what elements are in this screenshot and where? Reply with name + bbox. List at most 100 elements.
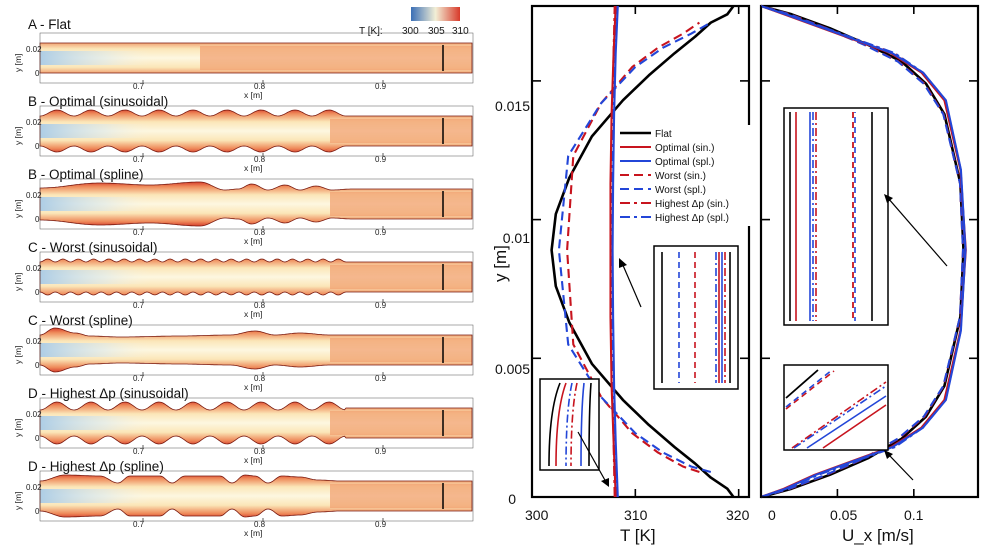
- ylabel: y [m]: [13, 200, 23, 218]
- inlet-cool-zone: [40, 489, 150, 503]
- zoom-inset-bottom-velocity: [783, 364, 889, 451]
- xtick-320: 320: [726, 507, 750, 523]
- ytick-0: 0: [35, 361, 40, 370]
- xlabel: x [m]: [244, 163, 262, 173]
- inlet-cool-zone: [40, 343, 150, 357]
- panel-worst-spline: C - Worst (spline) 0.02 0 y [m] 0.7 0.8 …: [13, 313, 474, 392]
- velocity-curves: [760, 4, 967, 499]
- xtick-09: 0.9: [375, 374, 387, 383]
- inset-curve-optimal-spl: [806, 395, 887, 449]
- channel-wall-outline: [39, 181, 473, 227]
- ytick-002: 0.02: [26, 118, 42, 127]
- xtick-08: 0.8: [254, 155, 266, 164]
- channel-field-worst-sinusoidal: [39, 251, 474, 303]
- channel-wall-outline: [39, 327, 473, 373]
- legend: Flat Optimal (sin.) Optimal (spl.) Worst…: [617, 125, 772, 226]
- xtick-0: 0: [768, 507, 776, 523]
- panel-title-worst-spline: C - Worst (spline): [28, 313, 133, 328]
- channel-axes-frame: [39, 470, 474, 522]
- inset-curve-flat: [548, 382, 561, 467]
- ytick-002: 0.02: [26, 410, 42, 419]
- channel-axes-frame: [39, 251, 474, 303]
- xtick-08: 0.8: [254, 82, 266, 91]
- xtick-08: 0.8: [254, 520, 266, 529]
- panel-title-optimal-sinusoidal: B - Optimal (sinusoidal): [28, 94, 168, 109]
- channel-axes-frame: [39, 397, 474, 449]
- channel-temperature-field: [40, 475, 472, 517]
- panel-worst-sinusoidal: C - Worst (sinusoidal) 0.02 0 y [m] 0.7 …: [13, 240, 474, 319]
- inset-arrow-head: [884, 194, 893, 203]
- temperature-xlabel: T [K]: [620, 526, 656, 545]
- inset-curve-highest-dp-spl: [565, 382, 573, 467]
- series-line-worst-spl-: [557, 21, 712, 474]
- developed-zone: [330, 265, 472, 289]
- channel-field-flat: [39, 32, 474, 84]
- developed-zone: [330, 119, 472, 143]
- inset-arrow-line: [621, 262, 642, 308]
- velocity-axis-ticks: [760, 6, 978, 498]
- channel-wall-outline: [39, 109, 473, 153]
- panel-highest-dp-spline: D - Highest Δp (spline) 0.02 0 y [m] 0.7…: [13, 459, 474, 538]
- xtick-09: 0.9: [375, 520, 387, 529]
- panel-title-highest-dp-spline: D - Highest Δp (spline): [28, 459, 164, 474]
- panel-highest-dp-sinusoidal: D - Highest Δp (sinusoidal) 0.02 0 y [m]…: [13, 386, 474, 465]
- series-line-optimal-sin-: [609, 5, 617, 498]
- colorbar-gradient: [411, 7, 460, 21]
- channel-wall-outline: [39, 42, 473, 74]
- xtick-09: 0.9: [375, 228, 387, 237]
- ytick-0: 0: [35, 69, 40, 78]
- panel-title-optimal-spline: B - Optimal (spline): [28, 167, 144, 182]
- inset-curve-highest-dp-sin: [791, 381, 887, 449]
- temperature-axis-ticks: [531, 6, 749, 498]
- panel-title-highest-dp-sinusoidal: D - Highest Δp (sinusoidal): [28, 386, 189, 401]
- inset-curve-flat: [785, 369, 819, 399]
- panel-optimal-sinusoidal: B - Optimal (sinusoidal) 0.02 0 y [m] 0.…: [13, 94, 474, 173]
- inlet-cool-zone: [40, 416, 150, 430]
- temperature-curves: [550, 5, 735, 498]
- channel-field-highest-dp-sinusoidal: [39, 397, 474, 449]
- xtick-07: 0.7: [133, 155, 145, 164]
- channel-field-highest-dp-spline: [39, 470, 474, 522]
- xtick-005: 0.05: [830, 507, 857, 523]
- xtick-07: 0.7: [133, 374, 145, 383]
- xtick-310: 310: [624, 507, 648, 523]
- inset-arrow-line: [577, 431, 607, 483]
- zoom-inset-center-velocity: [783, 107, 889, 326]
- xtick-07: 0.7: [133, 447, 145, 456]
- xtick-08: 0.8: [254, 374, 266, 383]
- channel-temperature-field: [40, 402, 472, 444]
- series-line-optimal-spl-: [611, 5, 619, 498]
- developed-zone: [330, 338, 472, 362]
- xlabel: x [m]: [244, 236, 262, 246]
- panel-title-flat: A - Flat: [28, 17, 71, 32]
- legend-highest-dp-spl: Highest Δp (spl.): [655, 213, 729, 224]
- inset-curve-highest-dp-spl: [793, 385, 887, 449]
- ytick-0015: 0.015: [495, 98, 530, 114]
- legend-optimal-sin: Optimal (sin.): [655, 143, 714, 154]
- xtick-08: 0.8: [254, 301, 266, 310]
- channel-temperature-field: [40, 328, 472, 372]
- panel-optimal-spline: B - Optimal (spline) 0.02 0 y [m] 0.7 0.…: [13, 167, 474, 246]
- channel-axes-frame: [39, 178, 474, 230]
- developed-zone: [330, 192, 472, 216]
- inset-arrow-head: [884, 450, 893, 459]
- legend-optimal-spl: Optimal (spl.): [655, 157, 714, 168]
- channel-wall-outline: [39, 258, 473, 296]
- ylabel: y [m]: [13, 492, 23, 510]
- xlabel: x [m]: [244, 382, 262, 392]
- ylabel: y [m]: [13, 419, 23, 437]
- inlet-cool-zone: [40, 51, 150, 65]
- inset-curve-optimal-sin: [555, 382, 567, 467]
- xtick-08: 0.8: [254, 447, 266, 456]
- channel-axes-frame: [39, 105, 474, 157]
- colorbar-tick-310: 310: [452, 26, 469, 37]
- inset-curve-flat: [588, 382, 592, 467]
- channel-temperature-field: [40, 110, 472, 152]
- ytick-0: 0: [35, 434, 40, 443]
- ytick-0005: 0.005: [495, 361, 530, 377]
- velocity-xlabel: U_x [m/s]: [842, 526, 914, 545]
- xtick-09: 0.9: [375, 447, 387, 456]
- inset-curve-optimal-spl: [580, 382, 585, 467]
- channel-wall-outline: [39, 474, 473, 518]
